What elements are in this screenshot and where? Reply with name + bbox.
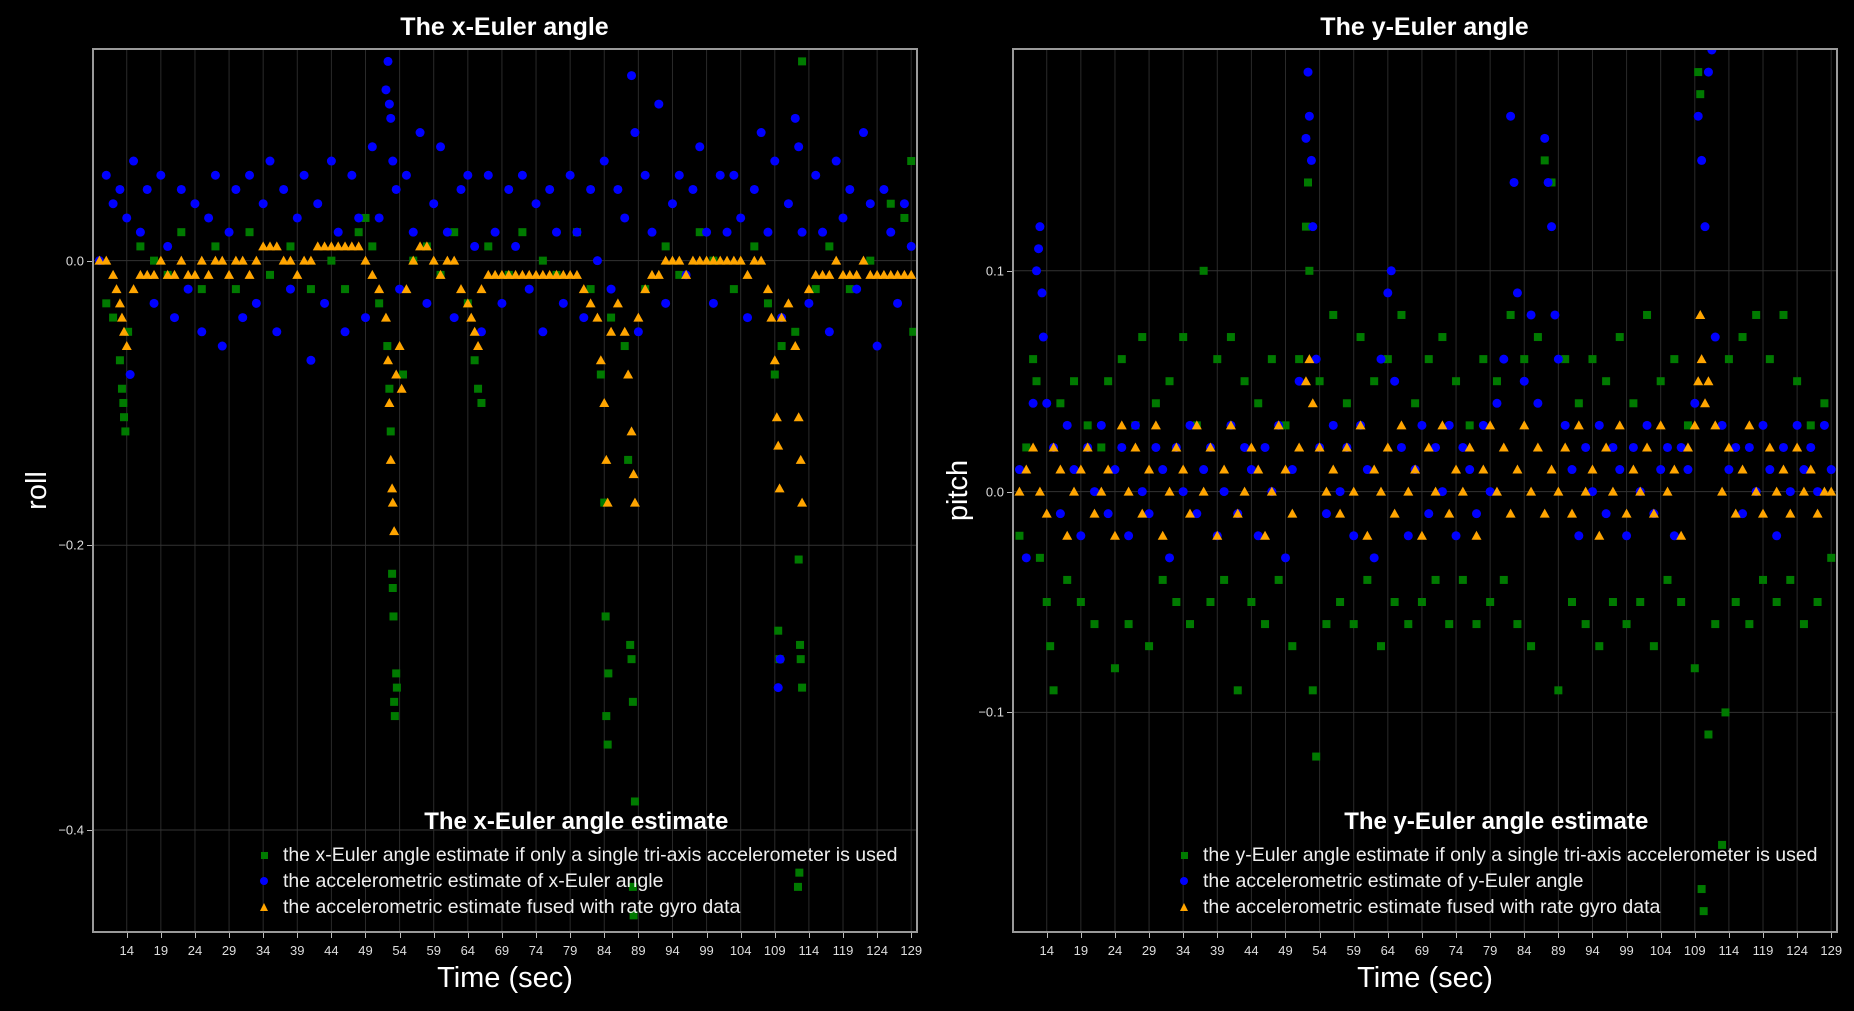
legend-label: the y-Euler angle estimate if only a sin…	[1203, 843, 1818, 866]
legend-item-accelerometric: the accelerometric estimate of x-Euler a…	[255, 868, 898, 894]
x-tick-label: 99	[699, 943, 714, 958]
x-tick-label: 34	[1175, 943, 1191, 958]
orange-triangle-marker-icon	[255, 900, 273, 914]
y-euler-chart-title: The y-Euler angle	[1320, 13, 1529, 41]
legend-label: the x-Euler angle estimate if only a sin…	[283, 843, 898, 866]
y-tick-label: 0.1	[985, 263, 1004, 279]
x-tick-label: 109	[1683, 943, 1706, 958]
x-euler-legend-title: The x-Euler angle estimate	[424, 808, 729, 835]
x-tick-label: 84	[597, 943, 612, 958]
x-tick-label: 129	[1820, 943, 1843, 958]
y-euler-scatter-plot	[1014, 50, 1836, 931]
x-tick-label: 49	[358, 943, 373, 958]
y-euler-plot-area	[1012, 48, 1838, 933]
y-euler-y-axis-label: pitch	[942, 459, 975, 522]
x-tick-label: 34	[255, 943, 271, 958]
y-euler-legend-title: The y-Euler angle estimate	[1344, 808, 1649, 835]
x-tick-label: 89	[1551, 943, 1566, 958]
x-tick-label: 74	[528, 943, 544, 958]
x-tick-label: 49	[1278, 943, 1293, 958]
x-tick-label: 14	[119, 943, 134, 958]
x-tick-label: 39	[290, 943, 305, 958]
x-tick-label: 119	[1752, 943, 1774, 958]
x-tick-label: 109	[763, 943, 786, 958]
x-tick-label: 44	[324, 943, 339, 958]
x-tick-label: 44	[1244, 943, 1259, 958]
x-tick-label: 29	[221, 943, 237, 958]
x-tick-label: 79	[562, 943, 578, 958]
x-tick-label: 94	[1585, 943, 1600, 958]
x-tick-label: 24	[187, 943, 203, 958]
x-tick-label: 94	[665, 943, 680, 958]
x-tick-label: 114	[798, 943, 820, 958]
y-tick-label: −0.4	[58, 822, 84, 838]
y-euler-x-axis-label: Time (sec)	[1357, 962, 1493, 994]
blue-circle-marker-icon	[255, 874, 273, 888]
x-tick-label: 69	[494, 943, 510, 958]
x-tick-label: 119	[832, 943, 854, 958]
x-tick-label: 64	[460, 943, 476, 958]
x-euler-scatter-plot	[94, 50, 916, 931]
legend-label: the accelerometric estimate of y-Euler a…	[1203, 869, 1584, 892]
x-euler-legend: The x-Euler angle estimate the x-Euler a…	[255, 808, 898, 920]
y-tick-label: 0.0	[65, 253, 84, 269]
legend-item-single-accelerometer: the y-Euler angle estimate if only a sin…	[1175, 842, 1818, 868]
x-tick-label: 84	[1517, 943, 1532, 958]
x-tick-label: 59	[1346, 943, 1361, 958]
x-tick-label: 19	[1073, 943, 1089, 958]
x-tick-label: 104	[729, 943, 752, 958]
x-tick-label: 69	[1414, 943, 1430, 958]
legend-label: the accelerometric estimate fused with r…	[283, 895, 741, 918]
x-tick-label: 59	[426, 943, 441, 958]
x-tick-label: 14	[1039, 943, 1054, 958]
y-tick-label: −0.2	[58, 537, 84, 553]
x-tick-label: 64	[1380, 943, 1396, 958]
x-tick-label: 89	[631, 943, 646, 958]
x-tick-label: 114	[1718, 943, 1740, 958]
legend-label: the accelerometric estimate fused with r…	[1203, 895, 1661, 918]
green-square-marker-icon	[1175, 848, 1193, 862]
legend-item-single-accelerometer: the x-Euler angle estimate if only a sin…	[255, 842, 898, 868]
orange-triangle-marker-icon	[1175, 900, 1193, 914]
x-tick-label: 99	[1619, 943, 1634, 958]
x-tick-label: 54	[392, 943, 407, 958]
x-tick-label: 79	[1482, 943, 1498, 958]
x-euler-x-axis-label: Time (sec)	[437, 962, 573, 994]
green-square-marker-icon	[255, 848, 273, 862]
x-tick-label: 124	[1786, 943, 1808, 958]
legend-item-fused-gyro: the accelerometric estimate fused with r…	[255, 894, 898, 920]
legend-item-accelerometric: the accelerometric estimate of y-Euler a…	[1175, 868, 1818, 894]
legend-item-fused-gyro: the accelerometric estimate fused with r…	[1175, 894, 1818, 920]
x-euler-chart-title: The x-Euler angle	[400, 13, 609, 41]
y-tick-label: 0.0	[985, 484, 1004, 500]
x-tick-label: 124	[866, 943, 888, 958]
x-tick-label: 74	[1448, 943, 1464, 958]
x-tick-label: 19	[153, 943, 169, 958]
x-tick-label: 29	[1141, 943, 1157, 958]
x-tick-label: 104	[1649, 943, 1672, 958]
x-euler-panel: The x-Euler angle roll 0.0 −0.2 −0.4 14 19 2…	[20, 13, 923, 994]
x-tick-label: 24	[1107, 943, 1123, 958]
legend-label: the accelerometric estimate of x-Euler a…	[283, 869, 664, 892]
x-tick-label: 54	[1312, 943, 1327, 958]
x-tick-label: 39	[1210, 943, 1225, 958]
x-tick-label: 129	[900, 943, 923, 958]
blue-circle-marker-icon	[1175, 874, 1193, 888]
x-euler-y-axis-label: roll	[20, 471, 53, 510]
x-euler-plot-area	[92, 48, 918, 933]
y-euler-legend: The y-Euler angle estimate the y-Euler a…	[1175, 808, 1818, 920]
y-tick-label: −0.1	[978, 704, 1004, 720]
